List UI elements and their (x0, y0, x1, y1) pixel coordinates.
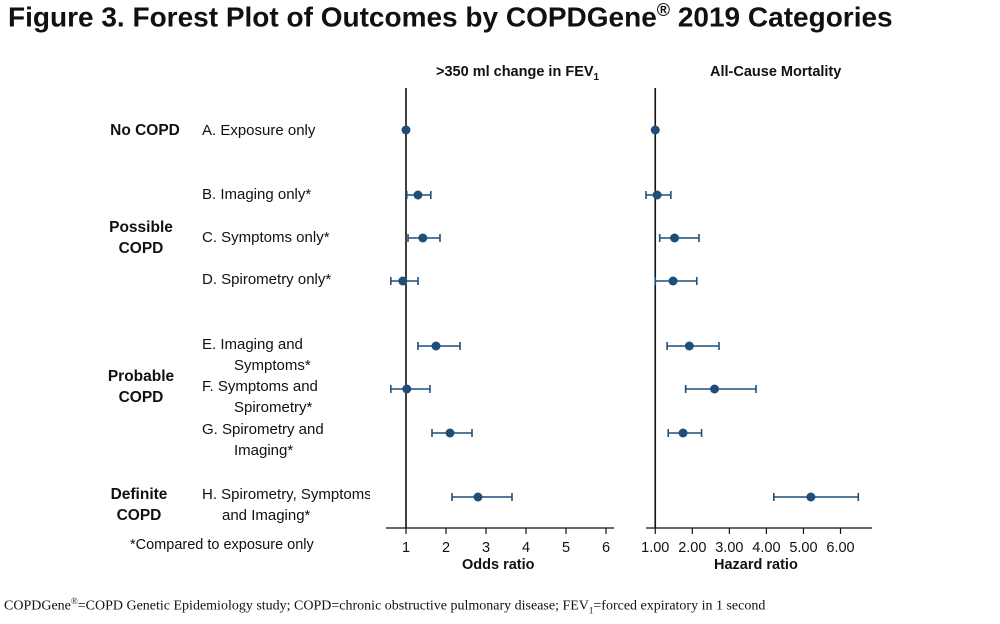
point-estimate-1-G (678, 428, 688, 438)
panel-title-mortality: All-Cause Mortality (710, 64, 842, 80)
point-estimate-0-A (401, 125, 411, 135)
figure-title: Figure 3. Forest Plot of Outcomes by COP… (8, 0, 893, 33)
point-estimate-1-C (670, 233, 680, 243)
x-tick-label-1-3: 4.00 (752, 540, 780, 556)
point-estimate-1-D (668, 276, 678, 286)
x-tick-label-0-4: 5 (562, 540, 570, 556)
row-label-h: H. Spirometry, Symptoms and Imaging* (202, 486, 370, 524)
x-tick-label-0-2: 3 (482, 540, 490, 556)
x-tick-label-1-4: 5.00 (789, 540, 817, 556)
panel-title-fev1: >350 ml change in FEV1 (436, 64, 600, 83)
point-estimate-0-G (445, 428, 455, 438)
row-label-d: D. Spirometry only* (202, 271, 332, 288)
x-tick-label-0-0: 1 (402, 540, 410, 556)
row-label-f: F. Symptoms and Spirometry* (202, 378, 318, 416)
group-label-probable-copd: Probable COPD (107, 368, 175, 406)
x-tick-label-0-5: 6 (602, 540, 610, 556)
row-label-e: E. Imaging and Symptoms* (202, 336, 311, 374)
row-label-a: A. Exposure only (202, 122, 316, 139)
point-estimate-0-C (418, 233, 428, 243)
point-estimate-1-E (684, 341, 694, 351)
x-tick-label-0-1: 2 (442, 540, 450, 556)
x-axis-label-odds: Odds ratio (462, 557, 535, 573)
point-estimate-1-A (650, 125, 660, 135)
row-label-g: G. Spirometry and Imaging* (202, 421, 324, 459)
group-label-no-copd: No COPD (110, 122, 180, 139)
x-tick-label-1-2: 3.00 (715, 540, 743, 556)
group-label-possible-copd: Possible COPD (109, 219, 173, 257)
row-label-b: B. Imaging only* (202, 186, 312, 203)
x-axis-label-hazard: Hazard ratio (714, 557, 798, 573)
x-tick-label-1-5: 6.00 (826, 540, 854, 556)
point-estimate-0-F (402, 384, 412, 394)
row-label-c: C. Symptoms only* (202, 229, 330, 246)
x-tick-label-0-3: 4 (522, 540, 530, 556)
point-estimate-0-B (413, 190, 423, 200)
point-estimate-0-E (431, 341, 441, 351)
point-estimate-1-F (710, 384, 720, 394)
point-estimate-1-B (652, 190, 662, 200)
group-label-definite-copd: Definite COPD (110, 486, 168, 524)
point-estimate-0-D (398, 276, 408, 286)
point-estimate-1-H (806, 492, 816, 502)
comparison-note: *Compared to exposure only (130, 537, 314, 553)
footnote: COPDGene®=COPD Genetic Epidemiology stud… (4, 596, 766, 616)
point-estimate-0-H (473, 492, 483, 502)
x-tick-label-1-1: 2.00 (678, 540, 706, 556)
x-tick-label-1-0: 1.00 (641, 540, 669, 556)
